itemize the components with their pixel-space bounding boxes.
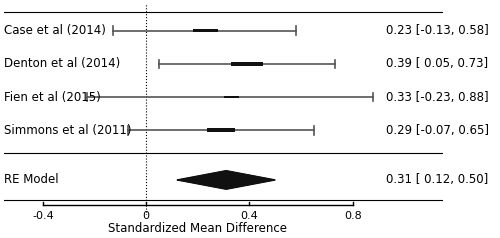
Text: Fien et al (2015): Fien et al (2015) bbox=[4, 90, 101, 104]
Text: 0.39 [ 0.05, 0.73]: 0.39 [ 0.05, 0.73] bbox=[386, 57, 488, 70]
Text: 0.23 [-0.13, 0.58]: 0.23 [-0.13, 0.58] bbox=[386, 24, 489, 37]
Text: -0.4: -0.4 bbox=[32, 211, 54, 221]
Text: 0.4: 0.4 bbox=[240, 211, 258, 221]
FancyBboxPatch shape bbox=[230, 62, 263, 66]
Text: RE Model: RE Model bbox=[4, 174, 59, 186]
Text: Case et al (2014): Case et al (2014) bbox=[4, 24, 106, 37]
Text: Denton et al (2014): Denton et al (2014) bbox=[4, 57, 120, 70]
Text: Simmons et al (2011): Simmons et al (2011) bbox=[4, 124, 132, 137]
FancyBboxPatch shape bbox=[224, 96, 238, 98]
Text: 0.29 [-0.07, 0.65]: 0.29 [-0.07, 0.65] bbox=[386, 124, 489, 137]
Text: 0.8: 0.8 bbox=[344, 211, 362, 221]
Text: 0.33 [-0.23, 0.88]: 0.33 [-0.23, 0.88] bbox=[386, 90, 489, 104]
Polygon shape bbox=[177, 171, 275, 189]
Text: 0: 0 bbox=[142, 211, 150, 221]
FancyBboxPatch shape bbox=[206, 128, 236, 132]
FancyBboxPatch shape bbox=[193, 29, 218, 32]
Text: 0.31 [ 0.12, 0.50]: 0.31 [ 0.12, 0.50] bbox=[386, 174, 488, 186]
Text: Standardized Mean Difference: Standardized Mean Difference bbox=[108, 222, 288, 235]
